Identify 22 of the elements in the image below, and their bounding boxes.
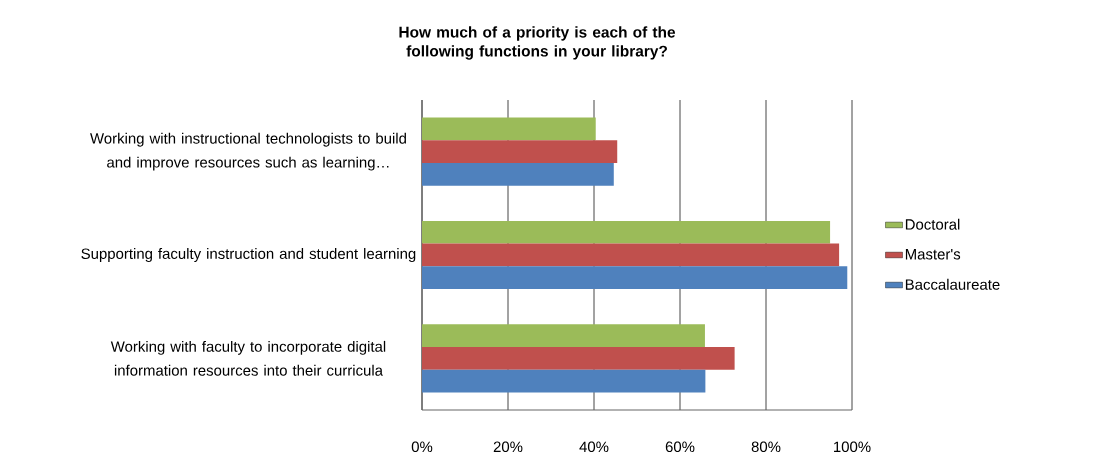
chart-title: How much of a priority is each of the following functions in your library?	[399, 26, 676, 60]
legend-label: Doctoral	[905, 218, 960, 230]
x-tick-label: 100%	[834, 441, 871, 453]
bar	[422, 140, 618, 164]
bar	[422, 369, 706, 393]
x-tick-label: 0%	[411, 441, 433, 453]
y-tick-label: Working with instructional technologists to build and improve resources such as learning…	[90, 132, 406, 171]
legend-label: Master's	[905, 249, 961, 260]
bar	[422, 163, 614, 186]
x-tick-label: 40%	[579, 441, 609, 453]
legend-label: Baccalaureate	[905, 278, 1000, 290]
bar	[422, 220, 831, 244]
y-tick-label: Working with faculty to incorporate digital information resources into their curricula	[110, 340, 386, 376]
x-tick-label: 20%	[493, 441, 523, 453]
bar	[422, 324, 705, 347]
y-tick-label: Supporting faculty instruction and student learning	[81, 248, 416, 262]
bar	[422, 243, 840, 267]
bar	[422, 346, 735, 370]
x-tick-label: 60%	[665, 441, 695, 453]
bar	[422, 117, 596, 141]
x-tick-label: 80%	[751, 441, 781, 453]
bar	[422, 266, 848, 290]
